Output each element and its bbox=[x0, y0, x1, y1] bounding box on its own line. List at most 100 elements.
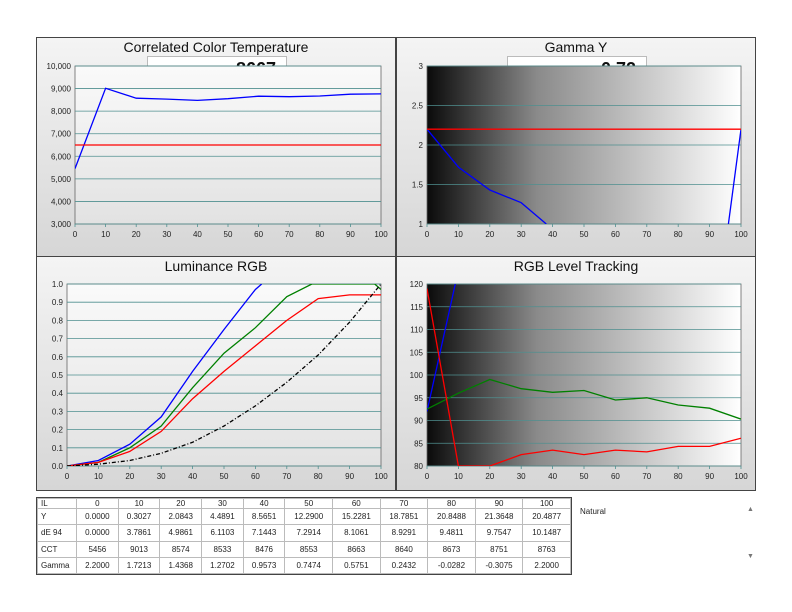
x-tick-label: 70 bbox=[642, 472, 651, 481]
table-cell: 0.9573 bbox=[242, 556, 286, 575]
table-cell: 8663 bbox=[332, 540, 381, 558]
table-header-row: IL 0 10 20 30 40 50 60 70 80 90 100 bbox=[37, 498, 571, 509]
table-header-cell: 100 bbox=[522, 498, 571, 509]
y-tick-label: 0.4 bbox=[52, 389, 64, 398]
table-cell: 9.7547 bbox=[474, 524, 524, 542]
y-tick-label: 110 bbox=[410, 326, 423, 335]
series-line-1 bbox=[727, 129, 741, 224]
x-tick-label: 40 bbox=[188, 472, 197, 481]
x-tick-label: 40 bbox=[548, 472, 557, 481]
x-tick-label: 20 bbox=[132, 230, 141, 239]
table-header-cell: 20 bbox=[159, 498, 203, 509]
y-tick-label: 3 bbox=[419, 62, 424, 71]
table-header-cell: 50 bbox=[284, 498, 334, 509]
x-tick-label: 20 bbox=[125, 472, 134, 481]
notes-scrollbar[interactable]: ▲ ▼ bbox=[744, 503, 758, 563]
table-header-cell: 90 bbox=[474, 498, 524, 509]
x-tick-label: 100 bbox=[734, 472, 748, 481]
y-tick-label: 3,000 bbox=[51, 220, 72, 229]
table-row: CCT 5456 9013 8574 8533 8476 8553 8663 8640 8673 8… bbox=[37, 540, 571, 558]
table-cell: 8533 bbox=[201, 540, 244, 558]
series-line-0 bbox=[427, 128, 547, 224]
data-table: IL 0 10 20 30 40 50 60 70 80 90 100 Y 0.0000 0.3027 2.… bbox=[36, 497, 572, 575]
y-tick-label: 1 bbox=[419, 220, 424, 229]
cct-chart: 3,000 4,000 5,000 6,000 7,000 8,000 9,000 10,00… bbox=[47, 62, 389, 239]
series-line-0 bbox=[67, 284, 263, 466]
table-cell: 8.9291 bbox=[379, 524, 429, 542]
y-tick-label: 0.6 bbox=[52, 353, 64, 362]
table-header-cell: 70 bbox=[379, 498, 429, 509]
table-cell: 12.2900 bbox=[284, 507, 334, 526]
y-tick-label: 5,000 bbox=[51, 175, 72, 184]
x-tick-label: 70 bbox=[282, 472, 291, 481]
x-tick-label: 50 bbox=[580, 472, 589, 481]
series-line-1 bbox=[427, 378, 741, 420]
series-line-0 bbox=[427, 284, 456, 412]
x-tick-label: 10 bbox=[454, 472, 463, 481]
row-label: Gamma bbox=[37, 556, 77, 575]
y-tick-label: 80 bbox=[414, 462, 423, 471]
x-tick-label: 30 bbox=[162, 230, 171, 239]
table-cell: 8640 bbox=[379, 540, 429, 558]
y-tick-label: 4,000 bbox=[51, 197, 72, 206]
table-cell: 18.7851 bbox=[379, 507, 429, 526]
x-tick-label: 100 bbox=[374, 230, 388, 239]
y-tick-label: 0.3 bbox=[52, 407, 64, 416]
y-tick-label: 0.8 bbox=[52, 316, 64, 325]
table-cell: 5456 bbox=[76, 540, 119, 558]
row-label: CCT bbox=[37, 540, 77, 558]
y-tick-label: 120 bbox=[410, 280, 424, 289]
x-tick-label: 60 bbox=[254, 230, 263, 239]
y-tick-label: 1.0 bbox=[52, 280, 64, 289]
x-tick-label: 40 bbox=[548, 230, 557, 239]
y-tick-label: 0.7 bbox=[52, 335, 64, 344]
x-tick-label: 0 bbox=[425, 230, 430, 239]
scroll-down-icon[interactable]: ▼ bbox=[747, 553, 754, 560]
x-tick-label: 0 bbox=[73, 230, 78, 239]
y-tick-label: 2.5 bbox=[412, 102, 424, 111]
y-tick-label: 90 bbox=[414, 417, 423, 426]
table-cell: 9013 bbox=[117, 540, 161, 558]
row-label: Y bbox=[37, 507, 77, 526]
gamma-panel: Gamma Y 0.72 11.522.53010203040506070809… bbox=[396, 37, 756, 258]
table-header-cell: 30 bbox=[201, 498, 244, 509]
table-cell: 7.1443 bbox=[242, 524, 286, 542]
table-cell: 7.2914 bbox=[284, 524, 334, 542]
table-cell: 8574 bbox=[159, 540, 203, 558]
table-cell: 0.0000 bbox=[76, 524, 119, 542]
notes-box[interactable]: Natural ▲ ▼ bbox=[578, 503, 758, 563]
y-tick-label: 105 bbox=[410, 348, 424, 357]
table-cell: 2.2000 bbox=[76, 556, 119, 575]
x-tick-label: 60 bbox=[611, 472, 620, 481]
x-tick-label: 80 bbox=[674, 230, 683, 239]
y-tick-label: 0.9 bbox=[52, 298, 64, 307]
x-tick-label: 50 bbox=[220, 472, 229, 481]
y-tick-label: 95 bbox=[414, 394, 423, 403]
y-tick-label: 85 bbox=[414, 439, 423, 448]
table-header-cell: 40 bbox=[242, 498, 286, 509]
table-cell: 1.7213 bbox=[117, 556, 161, 575]
table-cell: 0.2432 bbox=[379, 556, 429, 575]
scroll-up-icon[interactable]: ▲ bbox=[747, 506, 754, 513]
y-tick-label: 8,000 bbox=[51, 107, 72, 116]
table-cell: 9.4811 bbox=[427, 524, 476, 542]
y-tick-label: 9,000 bbox=[51, 85, 72, 94]
table-cell: 8476 bbox=[242, 540, 286, 558]
notes-text[interactable]: Natural bbox=[580, 507, 606, 516]
table-cell: 1.2702 bbox=[201, 556, 244, 575]
table-cell: 4.4891 bbox=[201, 507, 244, 526]
x-tick-label: 30 bbox=[517, 230, 526, 239]
x-tick-label: 10 bbox=[454, 230, 463, 239]
series-line-3 bbox=[67, 284, 381, 466]
y-tick-label: 2 bbox=[419, 141, 424, 150]
table-cell: 8751 bbox=[474, 540, 524, 558]
x-tick-label: 100 bbox=[734, 230, 748, 239]
table-row: dE 94 0.0000 3.7861 4.9861 6.1103 7.1443 7.291… bbox=[37, 524, 571, 542]
x-tick-label: 90 bbox=[705, 230, 714, 239]
table-cell: 0.7474 bbox=[284, 556, 334, 575]
x-tick-label: 30 bbox=[517, 472, 526, 481]
y-tick-label: 0.1 bbox=[52, 444, 64, 453]
table-cell: 6.1103 bbox=[201, 524, 244, 542]
x-tick-label: 80 bbox=[315, 230, 324, 239]
table-header-cell: 80 bbox=[427, 498, 476, 509]
